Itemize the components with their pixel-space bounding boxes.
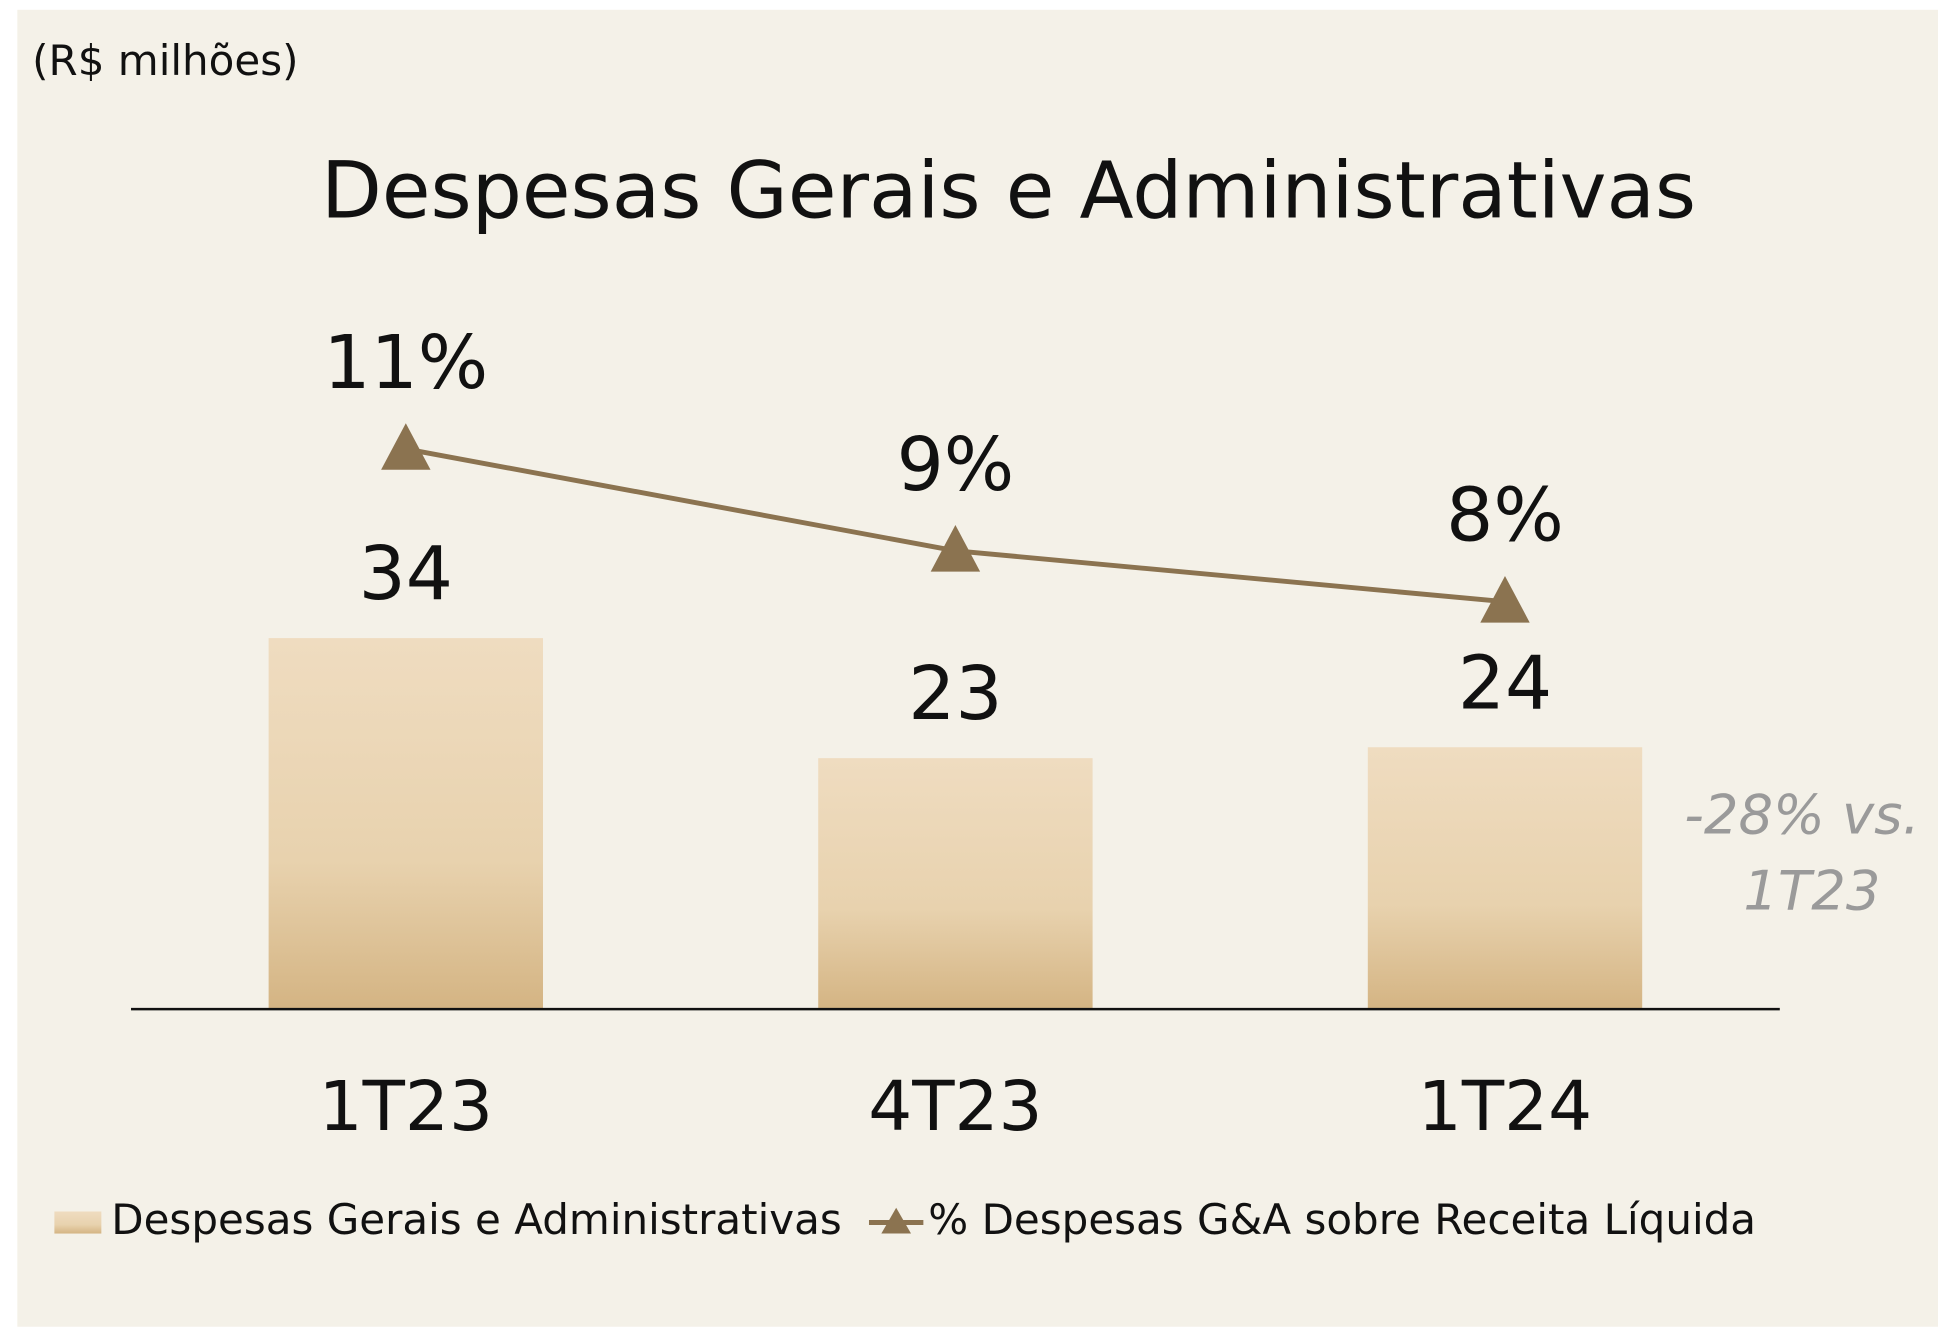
x-tick-label: 1T24 (1418, 1067, 1592, 1147)
bar (268, 638, 544, 1010)
bar (818, 758, 1093, 1010)
data-label: 8% (1446, 473, 1564, 559)
annotation: -28% vs. (1684, 784, 1920, 847)
data-label: 11% (323, 320, 488, 406)
data-label: 23 (908, 652, 1002, 738)
chart-title: Despesas Gerais e Administrativas (321, 145, 1696, 237)
data-label: 9% (897, 422, 1015, 508)
subtitle: (R$ milhões) (32, 36, 298, 85)
bar (1367, 747, 1643, 1010)
annotation: 1T23 (1743, 860, 1880, 923)
x-tick-label: 4T23 (868, 1067, 1042, 1147)
marker (930, 525, 981, 572)
x-tick-label: 1T23 (319, 1067, 493, 1147)
data-label: 34 (359, 531, 453, 617)
legend-swatch (881, 1207, 912, 1234)
legend-label: % Despesas G&A sobre Receita Líquida (928, 1195, 1756, 1244)
legend-label: Despesas Gerais e Administrativas (111, 1195, 842, 1244)
legend-swatch (54, 1211, 102, 1234)
marker (381, 423, 431, 470)
data-label: 24 (1458, 641, 1552, 727)
marker (1480, 575, 1530, 623)
